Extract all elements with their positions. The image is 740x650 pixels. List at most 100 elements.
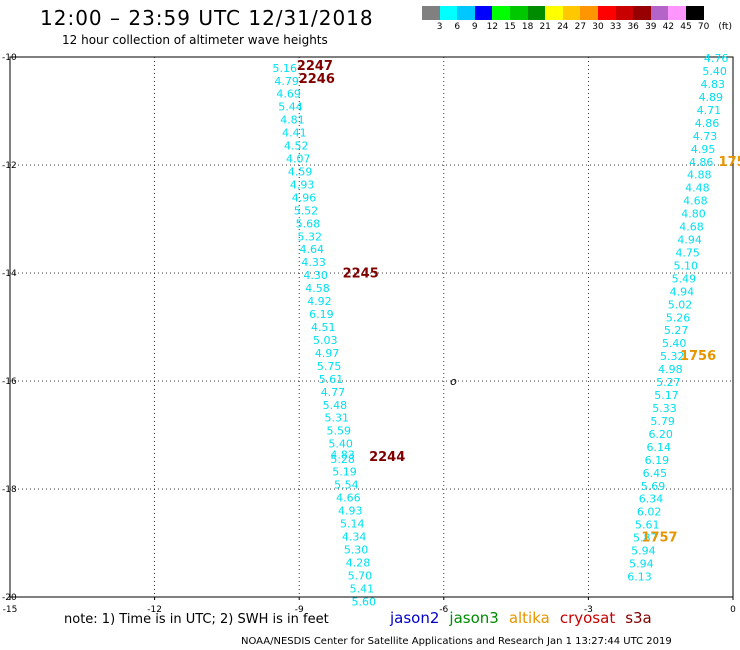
wave-height-point: 5.59: [326, 425, 351, 438]
color-swatch: [615, 6, 634, 20]
color-swatch: [685, 6, 704, 20]
chart-subtitle: 12 hour collection of altimeter wave hei…: [62, 33, 328, 47]
color-scale-label: 27: [574, 22, 587, 32]
wave-height-point: 4.79: [274, 75, 299, 88]
time-label: 2244: [369, 450, 405, 465]
wave-height-point: 4.93: [338, 505, 363, 518]
wave-height-point: 5.41: [350, 582, 375, 595]
footer-credit: NOAA/NESDIS Center for Satellite Applica…: [241, 636, 672, 647]
wave-height-point: 5.75: [317, 360, 342, 373]
wave-height-point: 4.07: [286, 153, 311, 166]
y-tick-label: -14: [2, 269, 17, 279]
wave-height-point: 5.14: [340, 518, 365, 531]
wave-height-point: 5.40: [328, 438, 353, 451]
color-scale-label: 3: [436, 22, 443, 32]
wave-height-point: 5.32: [298, 230, 323, 243]
wave-height-point: 6.02: [637, 506, 662, 519]
color-scale-label: 6: [454, 22, 461, 32]
y-tick-label: -10: [2, 53, 17, 63]
wave-height-point: 5.27: [656, 376, 681, 389]
wave-height-point: 5.26: [666, 311, 691, 324]
wave-height-point: 5.30: [344, 543, 369, 556]
wave-height-point: 4.80: [681, 208, 706, 221]
y-tick-label: -20: [2, 593, 17, 603]
wave-height-point: 5.49: [672, 272, 697, 285]
wave-height-point: 4.68: [679, 221, 704, 234]
time-label: 175: [719, 155, 740, 170]
wave-height-point: 5.61: [635, 519, 660, 532]
wave-height-point: 6.19: [645, 454, 670, 467]
wave-height-point: 5.60: [352, 595, 377, 608]
wave-height-point: 4.86: [695, 117, 720, 130]
wave-height-point: 6.14: [647, 441, 672, 454]
time-label: 1757: [641, 531, 677, 546]
wave-height-point: 4.73: [693, 130, 718, 143]
time-label: 1756: [680, 349, 716, 364]
color-scale-label: 42: [662, 22, 675, 32]
color-swatch: [650, 6, 669, 20]
wave-height-point: 4.68: [683, 195, 708, 208]
color-scale-label: (ft): [718, 22, 732, 32]
color-swatch: [633, 6, 651, 20]
wave-height-point: 4.83: [701, 78, 726, 91]
color-scale-label: 33: [609, 22, 622, 32]
time-label: 2247: [297, 59, 333, 74]
color-scale-label: 12: [486, 22, 499, 32]
wave-height-point: 4.92: [307, 295, 332, 308]
time-label: 2246: [299, 72, 335, 87]
wave-height-point: 4.33: [301, 256, 326, 269]
wave-height-point: 5.48: [323, 399, 348, 412]
x-tick-label: -12: [147, 605, 162, 615]
wave-height-point: 5.52: [294, 204, 319, 217]
color-scale-label: 36: [627, 22, 639, 32]
wave-height-point: 4.58: [305, 282, 330, 295]
color-swatch: [545, 6, 563, 20]
wave-height-point: 4.76: [704, 52, 729, 65]
color-scale-bar: [422, 6, 704, 20]
wave-height-point: 5.40: [662, 337, 687, 350]
wave-height-point: 4.95: [691, 143, 716, 156]
wave-height-point: 5.32: [660, 350, 685, 363]
legend-entry: cryosat: [559, 609, 616, 627]
wave-height-point: 5.16: [272, 62, 297, 75]
wave-height-point: 5.44: [278, 101, 303, 114]
wave-height-point: 5.94: [631, 545, 656, 558]
wave-height-point: 4.51: [311, 321, 336, 334]
color-swatch: [527, 6, 546, 20]
wave-height-point: 6.34: [639, 493, 664, 506]
wave-height-point: 5.94: [629, 558, 654, 571]
y-tick-label: -16: [2, 377, 17, 387]
wave-height-point: 4.64: [299, 243, 324, 256]
x-tick-label: -15: [3, 605, 18, 615]
color-scale-label: 45: [680, 22, 692, 32]
color-swatch: [457, 6, 475, 20]
color-swatch: [492, 6, 510, 20]
wave-height-point: 4.41: [282, 127, 307, 140]
wave-height-point: 4.93: [290, 178, 315, 191]
wave-height-point: 4.75: [675, 246, 700, 259]
color-scale-label: 30: [592, 22, 604, 32]
color-swatch: [580, 6, 598, 20]
color-swatch: [509, 6, 528, 20]
wave-height-point: 4.89: [699, 91, 724, 104]
wave-height-point: 4.34: [342, 531, 367, 544]
wave-height-point: 6.20: [648, 428, 673, 441]
plot-frame: [9, 56, 734, 598]
color-scale-label: 21: [539, 22, 551, 32]
wave-height-point: 4.69: [276, 88, 301, 101]
color-swatch: [474, 6, 493, 20]
color-scale-label: 9: [471, 22, 478, 32]
wave-height-point: 5.33: [652, 402, 677, 415]
time-label: 2245: [343, 267, 379, 282]
wave-height-point: 5.79: [650, 415, 675, 428]
wave-height-point: 4.96: [292, 191, 317, 204]
satellite-legend: jason2 jason3 altika cryosat s3a: [390, 609, 662, 627]
color-scale-label: 18: [521, 22, 534, 32]
wave-height-point: 4.77: [321, 386, 346, 399]
center-marker: o: [450, 375, 457, 388]
wave-height-point: 5.31: [325, 412, 350, 425]
wave-height-point: 4.59: [288, 165, 313, 178]
color-scale-label: 70: [697, 22, 710, 32]
wave-height-point: 4.86: [689, 156, 714, 169]
units-note: note: 1) Time is in UTC; 2) SWH is in fe…: [64, 612, 329, 627]
